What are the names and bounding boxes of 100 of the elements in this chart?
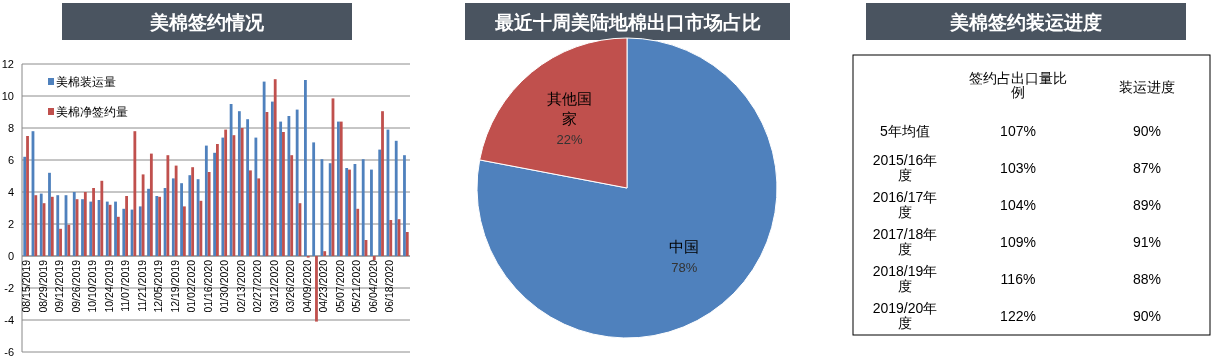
chart-title: 最近十周美陆地棉出口市场占比 <box>493 12 761 33</box>
bar <box>23 156 27 256</box>
y-tick-label: 8 <box>7 122 14 134</box>
bar <box>34 195 38 256</box>
bar <box>81 199 84 256</box>
bar <box>114 201 117 256</box>
x-tick-label: 03/12/2020 <box>267 259 280 313</box>
chart-title: 美棉签约情况 <box>149 12 265 33</box>
y-tick-label: 2 <box>7 218 14 230</box>
bar <box>312 142 316 256</box>
x-tick-label: 装运进度 <box>1119 79 1175 95</box>
bar <box>372 256 376 260</box>
x-tick-label: 09/26/2019 <box>69 259 82 313</box>
x-tick-label: 01/02/2020 <box>185 259 198 313</box>
bar <box>315 256 318 322</box>
bar <box>59 228 62 256</box>
x-tick-label: 12/19/2019 <box>168 259 181 313</box>
bar <box>287 116 291 256</box>
data-label: 22% <box>556 131 584 147</box>
x-tick-label: 08/15/2019 <box>20 259 33 313</box>
bar <box>282 132 285 256</box>
bar <box>273 79 277 256</box>
bar <box>361 159 365 256</box>
bar <box>141 174 145 256</box>
x-tick-label: 01/30/2020 <box>218 259 231 313</box>
bar <box>405 232 409 256</box>
y-tick-label: 12 <box>1 58 14 70</box>
bar <box>270 101 274 256</box>
legend-label: 美棉装运量 <box>56 75 116 89</box>
x-tick-label: 05/21/2020 <box>350 259 363 313</box>
bar <box>199 200 203 256</box>
bar <box>370 169 373 256</box>
x-tick-label: 06/18/2020 <box>383 259 396 313</box>
bar <box>133 131 137 256</box>
x-tick-label: 01/16/2020 <box>201 259 214 313</box>
data-label: 107% <box>1000 123 1036 139</box>
bar <box>290 155 294 256</box>
pie-slice <box>476 37 778 339</box>
x-tick-label: 11/21/2019 <box>135 259 148 312</box>
bar <box>122 208 126 256</box>
x-tick-label: 04/09/2020 <box>300 259 313 313</box>
data-label: 116% <box>1000 271 1036 287</box>
y-tick-label: 2015/16年度 <box>872 152 938 183</box>
y-tick-label: 6 <box>7 154 14 166</box>
y-tick-label: 2016/17年度 <box>872 189 938 220</box>
x-tick-label: 12/05/2019 <box>152 259 165 313</box>
bar <box>89 201 93 256</box>
y-tick-label: 2018/19年度 <box>872 263 938 294</box>
legend-label: 美棉净签约量 <box>56 105 128 119</box>
bar <box>249 170 252 256</box>
bar <box>254 137 258 256</box>
bar <box>378 149 382 256</box>
bar <box>356 208 360 256</box>
y-tick-label: 2017/18年度 <box>872 226 938 257</box>
data-label: 88% <box>1132 271 1162 287</box>
bar <box>191 167 195 256</box>
bar <box>116 216 120 256</box>
bar <box>180 183 183 256</box>
bar <box>394 140 398 256</box>
data-label: 90% <box>1132 123 1162 139</box>
x-tick-label: 06/04/2020 <box>366 259 379 313</box>
y-tick-label: 2019/20年度 <box>872 300 938 331</box>
bar <box>204 145 208 256</box>
bar <box>56 195 60 256</box>
x-tick-label: 02/27/2020 <box>251 259 264 313</box>
bar <box>295 109 299 256</box>
y-tick-label: -4 <box>4 314 14 326</box>
y-tick-label: 10 <box>1 90 14 102</box>
slice-label: 中国 <box>669 238 700 256</box>
data-label: 87% <box>1132 160 1162 176</box>
bar <box>100 180 104 256</box>
bar <box>147 188 150 256</box>
x-tick-label: 03/26/2020 <box>284 259 297 313</box>
x-tick-label: 02/13/2020 <box>234 259 247 313</box>
y-tick-label: 4 <box>7 186 14 198</box>
bar <box>72 192 76 256</box>
bar <box>328 163 332 256</box>
bar <box>26 136 29 256</box>
y-tick-label: -6 <box>4 346 14 358</box>
x-tick-label: 11/07/2019 <box>119 259 132 312</box>
chart-title: 美棉签约装运进度 <box>949 12 1102 33</box>
data-label: 104% <box>1000 197 1036 213</box>
data-label: 103% <box>1000 160 1036 176</box>
bar <box>83 192 87 256</box>
bar <box>174 165 178 256</box>
bar <box>216 144 219 256</box>
bar <box>221 137 225 256</box>
x-tick-label: 08/29/2019 <box>36 259 49 313</box>
bar <box>182 206 186 256</box>
bar <box>279 121 283 256</box>
bar <box>229 104 233 256</box>
y-tick-label: 0 <box>7 250 14 262</box>
bar <box>403 155 406 256</box>
data-label: 122% <box>1000 308 1036 324</box>
bar <box>257 178 261 256</box>
y-tick-label: -2 <box>4 282 14 294</box>
bar <box>39 193 43 256</box>
bar <box>125 196 128 256</box>
bar <box>240 128 244 256</box>
data-label: 109% <box>1000 234 1036 250</box>
